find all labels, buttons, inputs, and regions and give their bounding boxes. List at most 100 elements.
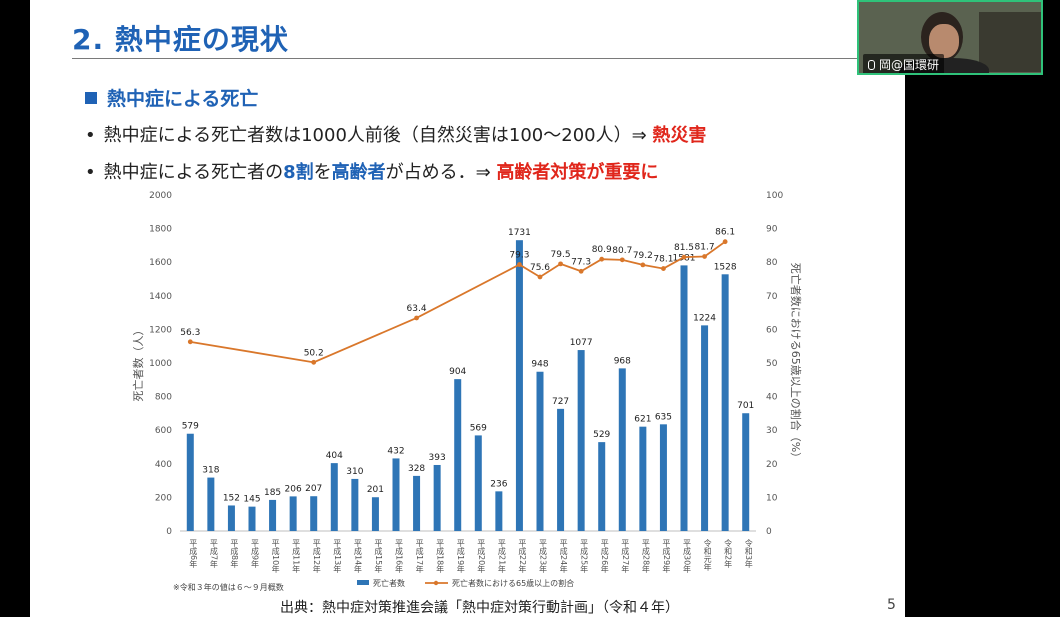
x-tick-label: 平成29年 (662, 539, 671, 574)
x-tick-label: 平成27年 (621, 539, 630, 574)
bar-value-label: 968 (614, 356, 631, 366)
ratio-value-label: 77.3 (571, 257, 591, 267)
slide: 2. 熱中症の現状 熱中症による死亡 • 熱中症による死亡者数は1000人前後（自… (30, 0, 905, 617)
bar (433, 464, 441, 531)
ratio-value-label: 81.7 (695, 242, 715, 252)
bar-value-label: 579 (182, 422, 199, 432)
y2-tick-label: 50 (766, 359, 778, 369)
ratio-line (190, 240, 726, 364)
slide-title: 2. 熱中症の現状 (72, 23, 289, 56)
bar (659, 424, 667, 531)
ratio-value-label: 75.6 (530, 263, 550, 273)
y2-tick-label: 80 (766, 258, 778, 268)
bullet-2-em2: 高齢者 (331, 162, 386, 183)
y2-tick-label: 20 (766, 460, 778, 470)
bullet-2-mid: を (313, 162, 332, 183)
bar-value-label: 1077 (570, 338, 593, 348)
participant-name-label: 岡@国環研 (863, 54, 945, 73)
x-tick-label: 令和3年 (744, 538, 753, 569)
bookshelf-background (979, 12, 1041, 72)
y2-tick-label: 100 (766, 191, 783, 201)
ratio-value-label: 78.1 (653, 255, 673, 265)
x-tick-label: 平成19年 (456, 539, 465, 574)
y-tick-label: 600 (155, 426, 172, 436)
participant-video[interactable]: 岡@国環研 (857, 0, 1043, 75)
bar (495, 491, 503, 531)
legend-bar-label: 死亡者数 (373, 578, 405, 588)
bar (680, 265, 688, 531)
bar (413, 475, 421, 531)
x-tick-label: 平成20年 (477, 539, 486, 574)
bar (227, 505, 235, 531)
bar (536, 371, 544, 531)
x-tick-label: 平成17年 (415, 539, 424, 574)
bar (351, 478, 359, 531)
y-tick-label: 2000 (149, 191, 172, 201)
bullet-2-post: が占める．⇒ (385, 162, 497, 183)
ratio-value-label: 80.7 (612, 246, 632, 256)
ratio-value-label: 80.9 (592, 245, 612, 255)
x-tick-label: 平成9年 (251, 539, 260, 569)
bullet-dot-icon: • (85, 162, 96, 183)
y2-tick-label: 70 (766, 292, 778, 302)
bar-value-label: 1731 (508, 228, 531, 238)
bar (392, 458, 400, 531)
x-tick-label: 平成7年 (209, 539, 218, 569)
bar (742, 413, 750, 531)
bar-value-label: 145 (243, 495, 260, 505)
x-tick-label: 令和元年 (703, 538, 712, 572)
ratio-point (681, 254, 687, 260)
bar-value-label: 185 (264, 488, 281, 498)
page-number: 5 (887, 597, 896, 613)
bar (207, 477, 215, 531)
bar-value-label: 201 (367, 485, 384, 495)
bar-value-label: 1528 (714, 262, 737, 272)
bar (639, 426, 647, 531)
ratio-point (640, 262, 646, 268)
y2-tick-label: 40 (766, 393, 778, 403)
chart-note: ※令和３年の値は６〜９月概数 (173, 582, 284, 592)
y-tick-label: 1400 (149, 292, 172, 302)
bar-value-label: 569 (470, 423, 487, 433)
y2-tick-label: 90 (766, 225, 778, 235)
x-tick-label: 平成28年 (641, 539, 650, 574)
bar-value-label: 948 (531, 360, 548, 370)
x-tick-label: 平成21年 (497, 539, 506, 574)
x-tick-label: 平成12年 (312, 539, 321, 574)
ratio-value-label: 50.2 (304, 348, 324, 358)
bar-value-label: 1224 (693, 313, 716, 323)
ratio-value-label: 63.4 (407, 304, 427, 314)
bar (269, 499, 277, 531)
subtitle-text: 熱中症による死亡 (107, 88, 259, 110)
bullet-1-highlight: 熱災害 (652, 125, 707, 146)
bar (474, 435, 482, 531)
bar-value-label: 328 (408, 464, 425, 474)
bar-value-label: 621 (634, 415, 651, 425)
ratio-value-label: 79.2 (633, 251, 653, 261)
y-tick-label: 400 (155, 460, 172, 470)
ratio-point (702, 254, 707, 259)
bar-value-label: 404 (326, 451, 343, 461)
bar-value-label: 432 (387, 446, 404, 456)
bar (618, 368, 626, 531)
ratio-point (619, 257, 625, 263)
mic-icon (868, 60, 875, 70)
y2-tick-label: 60 (766, 325, 778, 335)
x-tick-label: 平成13年 (333, 539, 342, 574)
x-tick-label: 平成14年 (353, 539, 362, 574)
title-divider (72, 58, 905, 59)
background-area (905, 0, 1060, 617)
y2-tick-label: 30 (766, 426, 778, 436)
x-tick-label: 平成16年 (395, 539, 404, 574)
bar-value-label: 318 (202, 466, 219, 476)
bar (577, 350, 585, 531)
x-tick-label: 平成22年 (518, 539, 527, 574)
bullet-2-pre: 熱中症による死亡者の (103, 162, 284, 183)
y2-tick-label: 10 (766, 493, 778, 503)
y-tick-label: 1800 (149, 225, 172, 235)
y-tick-label: 1600 (149, 258, 172, 268)
bar-value-label: 701 (737, 401, 754, 411)
bullet-1: • 熱中症による死亡者数は1000人前後（自然災害は100〜200人）⇒ 熱災害 (85, 121, 706, 147)
ratio-value-label: 79.5 (551, 250, 571, 260)
source-footer: 出典：熱中症対策推進会議「熱中症対策行動計画」（令和４年） (280, 600, 679, 616)
